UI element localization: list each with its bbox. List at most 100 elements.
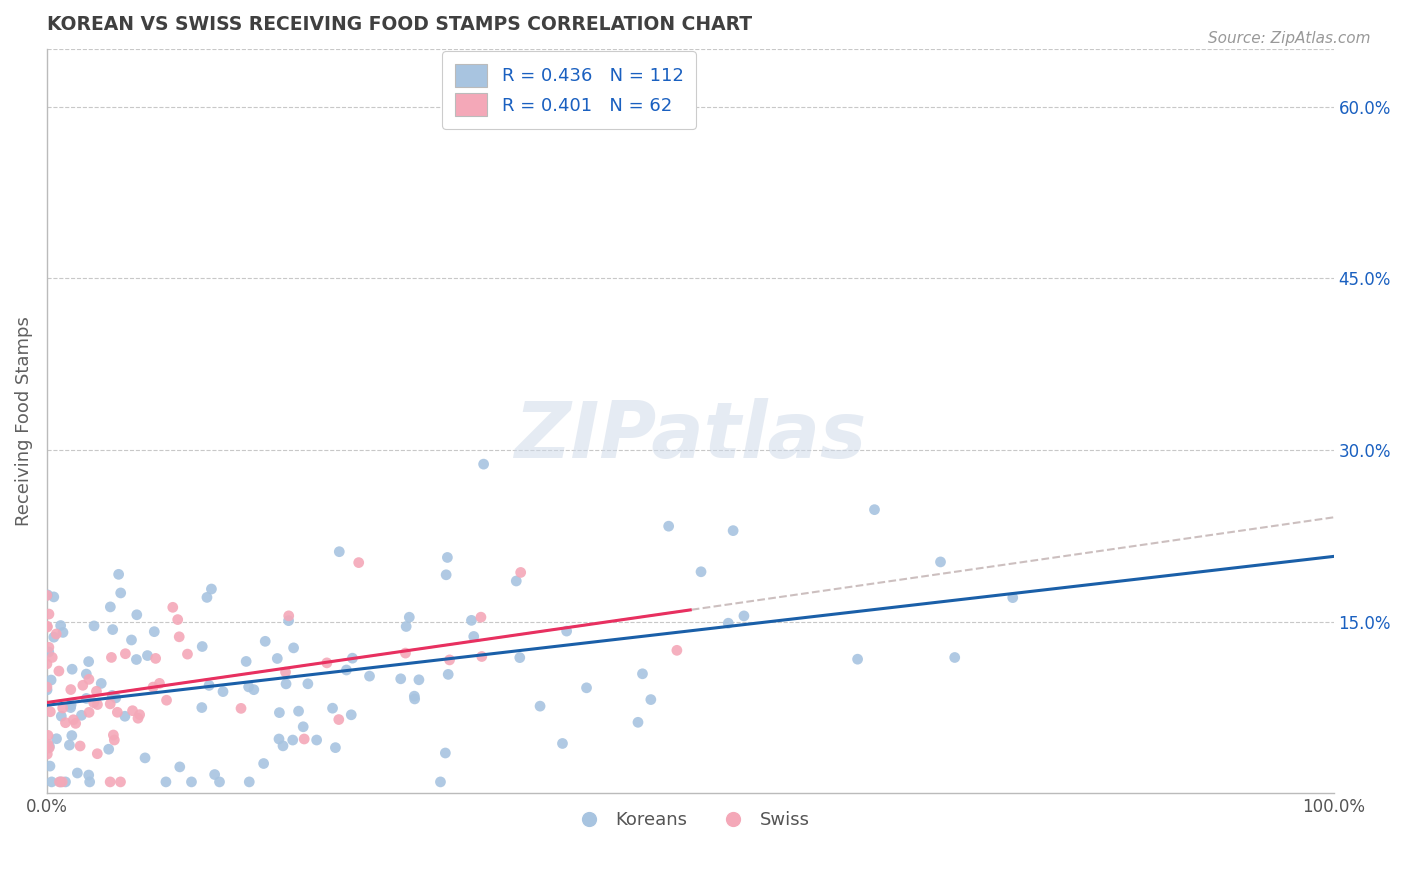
Point (195, 591, 218, 605)
Point (509, 650, 531, 665)
Point (292, 720, 315, 734)
Point (75, 667, 97, 681)
Point (658, 519, 681, 533)
Point (721, 524, 744, 538)
Point (52, 701, 75, 715)
Point (529, 699, 551, 714)
Point (35, 657, 58, 671)
Point (55, 775, 77, 789)
Point (58, 738, 80, 752)
Point (38, 739, 60, 754)
Point (125, 652, 148, 666)
Point (145, 651, 167, 665)
Point (863, 502, 886, 516)
Point (98, 697, 121, 711)
Point (292, 731, 315, 746)
Point (325, 740, 347, 755)
Point (169, 760, 191, 774)
Point (472, 457, 495, 471)
Text: Source: ZipAtlas.com: Source: ZipAtlas.com (1208, 31, 1371, 46)
Point (297, 677, 319, 691)
Point (283, 640, 305, 655)
Point (52, 625, 75, 640)
Point (65, 716, 87, 731)
Point (389, 672, 412, 686)
Point (717, 616, 740, 631)
Point (35, 682, 58, 697)
Point (100, 650, 122, 665)
Point (274, 665, 297, 679)
Point (235, 655, 257, 669)
Point (142, 680, 165, 694)
Point (551, 736, 574, 750)
Point (347, 556, 370, 570)
Point (434, 746, 457, 760)
Point (198, 678, 221, 692)
Point (37, 588, 59, 602)
Point (110, 586, 132, 600)
Point (200, 582, 222, 596)
Point (398, 610, 420, 624)
Point (38, 640, 60, 655)
Point (281, 733, 304, 747)
Point (929, 555, 952, 569)
Point (86, 684, 108, 698)
Point (101, 623, 124, 637)
Point (277, 608, 299, 623)
Point (39, 705, 62, 719)
Point (176, 647, 198, 661)
Point (436, 550, 458, 565)
Point (148, 676, 170, 690)
Point (212, 684, 235, 698)
Point (121, 632, 143, 647)
Text: ZIPatlas: ZIPatlas (515, 398, 866, 475)
Point (121, 704, 143, 718)
Point (555, 624, 578, 638)
Point (229, 701, 252, 715)
Point (38, 645, 60, 659)
Point (114, 647, 136, 661)
Point (37, 619, 59, 633)
Point (110, 775, 132, 789)
Point (335, 663, 357, 677)
Point (39, 759, 62, 773)
Point (107, 567, 129, 582)
Point (267, 731, 290, 746)
Point (470, 610, 492, 624)
Point (509, 566, 531, 580)
Point (42, 630, 65, 644)
Y-axis label: Receiving Food Stamps: Receiving Food Stamps (15, 317, 32, 526)
Point (51, 709, 73, 723)
Point (45, 627, 67, 641)
Point (328, 544, 350, 558)
Point (631, 666, 654, 681)
Point (575, 681, 598, 695)
Legend: Koreans, Swiss: Koreans, Swiss (564, 804, 817, 837)
Point (191, 640, 214, 654)
Point (429, 775, 451, 789)
Point (125, 607, 148, 622)
Point (103, 733, 125, 747)
Point (340, 707, 363, 722)
Point (204, 767, 226, 781)
Point (155, 693, 177, 707)
Point (180, 775, 202, 789)
Point (394, 646, 416, 660)
Point (98, 599, 121, 614)
Point (128, 707, 150, 722)
Point (86, 698, 108, 712)
Point (1001, 591, 1024, 605)
Point (37, 747, 59, 761)
Point (266, 651, 288, 665)
Point (60, 698, 83, 712)
Point (274, 677, 297, 691)
Point (103, 728, 125, 742)
Point (342, 651, 364, 665)
Point (471, 649, 494, 664)
Point (38, 607, 60, 621)
Point (439, 653, 461, 667)
Point (49, 618, 72, 632)
Point (191, 700, 214, 714)
Point (59, 700, 82, 714)
Point (305, 733, 328, 747)
